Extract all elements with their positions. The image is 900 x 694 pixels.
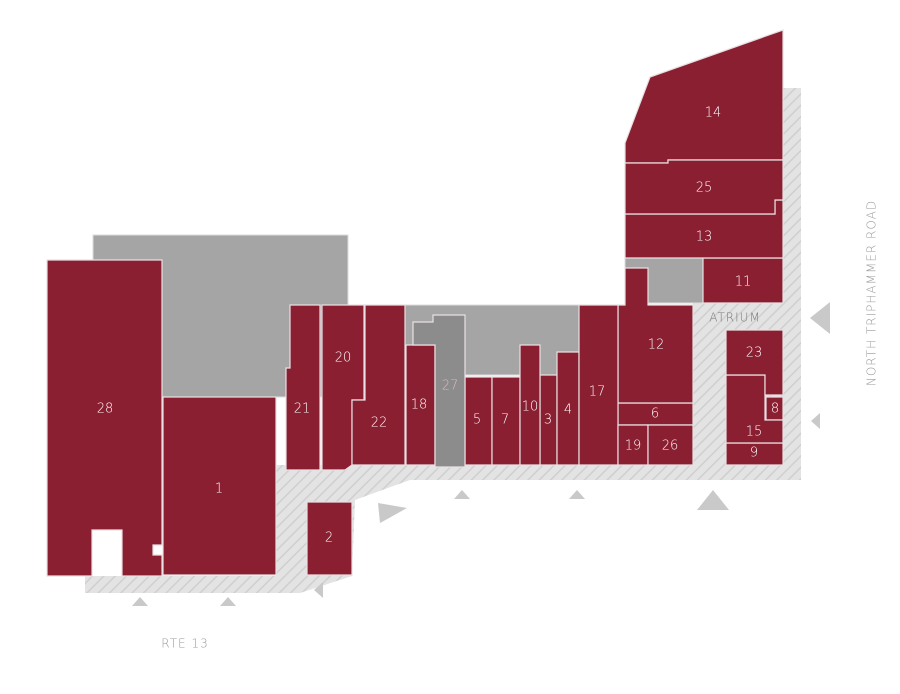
unit-label: 14 (705, 106, 722, 121)
unit-label: 20 (335, 351, 352, 366)
unit-label: 15 (746, 425, 763, 440)
unit-label: 19 (625, 439, 642, 454)
entrance-arrow (378, 503, 407, 523)
store-unit (519, 344, 541, 466)
unit-label: 28 (97, 402, 114, 417)
entrance-arrow (220, 597, 236, 606)
entrance-arrow (697, 490, 729, 510)
unit-label: 3 (544, 413, 552, 428)
unit-label: 13 (696, 230, 713, 245)
unit-label: 12 (648, 338, 665, 353)
entrance-arrow (132, 597, 148, 606)
unit-label: 25 (696, 181, 713, 196)
unit-label: 10 (522, 400, 539, 415)
unit-label: 4 (564, 403, 572, 418)
store-unit (647, 424, 694, 466)
road-label: RTE 13 (161, 637, 208, 651)
unit-label: 17 (589, 385, 606, 400)
unit-label: 8 (771, 402, 779, 417)
corridor (85, 576, 300, 593)
store-unit (624, 29, 784, 164)
unit-label: 5 (473, 413, 481, 428)
unit-label: 1 (215, 482, 223, 497)
unit-label: 9 (750, 446, 758, 461)
store-unit (285, 304, 321, 471)
entrance-arrow (569, 490, 585, 499)
corridor (276, 465, 800, 593)
store-unit (162, 396, 277, 576)
road-label: NORTH TRIPHAMMER ROAD (865, 200, 879, 386)
store-unit (412, 314, 466, 468)
unit-label: 2 (325, 531, 333, 546)
store-unit (617, 267, 694, 404)
unit-label: 18 (411, 398, 428, 413)
store-unit (306, 501, 353, 576)
unit-label: 23 (746, 346, 763, 361)
unit-label: 26 (662, 439, 679, 454)
unit-label: 21 (294, 402, 311, 417)
atrium-label: ATRIUM (709, 311, 761, 325)
entrance-arrow (810, 302, 830, 334)
entrance-arrow (314, 582, 323, 598)
unit-label: 11 (735, 275, 752, 290)
store-unit (725, 329, 784, 396)
arrows (132, 302, 830, 606)
store-unit (624, 159, 784, 215)
unit-label: 7 (501, 413, 509, 428)
unit-label: 22 (371, 416, 388, 431)
store-unit (46, 259, 163, 577)
unit-label: 6 (651, 407, 659, 422)
corridor (783, 88, 801, 480)
store-unit (351, 304, 406, 466)
entrance-arrow (811, 413, 820, 429)
unit-label: 27 (442, 379, 459, 394)
entrance-arrow (454, 490, 470, 499)
